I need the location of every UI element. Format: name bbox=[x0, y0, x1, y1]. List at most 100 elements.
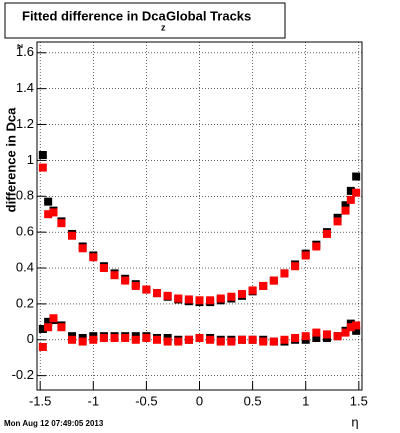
timestamp: Mon Aug 12 07:49:05 2013 bbox=[4, 419, 104, 428]
plot-layer: -0.2 0 0.2 0.4 0.6 0.8 1 1.2 1.4 1.6 -1.5 -1 -0.5 0 0.… bbox=[12, 41, 368, 408]
marker bbox=[110, 333, 119, 342]
marker bbox=[184, 335, 193, 344]
marker bbox=[248, 286, 257, 295]
marker bbox=[206, 296, 215, 305]
marker bbox=[259, 281, 268, 290]
marker bbox=[291, 262, 300, 271]
x-tick-label: -1.5 bbox=[29, 393, 51, 408]
marker bbox=[341, 328, 350, 337]
marker bbox=[301, 251, 310, 260]
marker bbox=[280, 335, 289, 344]
marker bbox=[44, 210, 53, 219]
marker bbox=[322, 229, 331, 238]
marker bbox=[49, 208, 58, 217]
marker bbox=[78, 244, 87, 253]
marker bbox=[280, 269, 289, 278]
marker bbox=[110, 271, 119, 280]
title-box bbox=[4, 2, 286, 39]
marker bbox=[227, 337, 236, 346]
x-axis-label: η bbox=[351, 414, 358, 429]
x-tick-label: -1 bbox=[88, 393, 100, 408]
chart-title: Fitted difference in Dca bbox=[22, 8, 167, 23]
y-tick-label: 0.2 bbox=[16, 295, 34, 310]
y-axis-label-subscript: z bbox=[14, 43, 24, 48]
marker bbox=[89, 253, 98, 262]
marker bbox=[206, 335, 215, 344]
marker bbox=[352, 326, 361, 335]
marker bbox=[237, 290, 246, 299]
marker bbox=[346, 186, 355, 195]
marker bbox=[131, 281, 140, 290]
marker bbox=[121, 333, 130, 342]
marker bbox=[341, 206, 350, 215]
marker bbox=[269, 276, 278, 285]
marker bbox=[163, 337, 172, 346]
marker bbox=[99, 333, 108, 342]
marker bbox=[352, 188, 361, 197]
y-tick-label: 1.2 bbox=[16, 116, 34, 131]
marker bbox=[131, 335, 140, 344]
x-tick-label: 1 bbox=[302, 393, 309, 408]
marker bbox=[322, 330, 331, 339]
marker bbox=[121, 276, 130, 285]
marker bbox=[333, 332, 342, 341]
y-tick-label: 1.4 bbox=[16, 80, 34, 95]
marker bbox=[346, 323, 355, 332]
marker bbox=[99, 264, 108, 273]
y-tick-label: -0.2 bbox=[12, 367, 34, 382]
marker bbox=[216, 337, 225, 346]
x-tick-label: -0.5 bbox=[135, 393, 157, 408]
marker bbox=[44, 197, 53, 206]
chart-title-subscript: z bbox=[161, 22, 166, 32]
marker bbox=[346, 195, 355, 204]
y-tick-label: 1 bbox=[27, 152, 34, 167]
marker bbox=[57, 219, 66, 228]
marker bbox=[78, 337, 87, 346]
marker bbox=[352, 321, 361, 330]
marker bbox=[38, 342, 47, 351]
marker bbox=[44, 317, 53, 326]
marker bbox=[163, 291, 172, 300]
x-tick-label: 1.5 bbox=[350, 393, 368, 408]
y-tick-label: 0 bbox=[27, 331, 34, 346]
marker bbox=[216, 294, 225, 303]
marker bbox=[153, 335, 162, 344]
marker bbox=[142, 285, 151, 294]
marker bbox=[57, 323, 66, 332]
marker bbox=[237, 335, 246, 344]
marker bbox=[68, 335, 77, 344]
y-tick-label: 0.8 bbox=[16, 188, 34, 203]
chart-title-rest: Global Tracks bbox=[166, 8, 251, 23]
marker bbox=[49, 314, 58, 323]
marker bbox=[312, 242, 321, 251]
plot-frame bbox=[36, 41, 363, 391]
marker bbox=[312, 328, 321, 337]
marker bbox=[333, 217, 342, 226]
marker bbox=[259, 337, 268, 346]
marker bbox=[38, 163, 47, 172]
marker bbox=[269, 337, 278, 346]
marker bbox=[352, 172, 361, 181]
marker bbox=[291, 333, 300, 342]
x-tick-label: 0 bbox=[196, 393, 203, 408]
marker bbox=[312, 333, 321, 342]
marker bbox=[301, 332, 310, 341]
marker bbox=[38, 151, 47, 160]
marker bbox=[174, 337, 183, 346]
marker bbox=[153, 289, 162, 298]
y-tick-label: 0.4 bbox=[16, 259, 34, 274]
marker bbox=[174, 294, 183, 303]
marker bbox=[184, 295, 193, 304]
marker bbox=[248, 335, 257, 344]
y-axis-label: difference in Dca bbox=[3, 107, 18, 213]
marker bbox=[142, 333, 151, 342]
marker bbox=[38, 325, 47, 334]
marker bbox=[195, 296, 204, 305]
marker bbox=[227, 292, 236, 301]
marker bbox=[89, 335, 98, 344]
marker bbox=[44, 323, 53, 332]
y-tick-label: 1.6 bbox=[16, 44, 34, 59]
y-tick-label: 0.6 bbox=[16, 224, 34, 239]
